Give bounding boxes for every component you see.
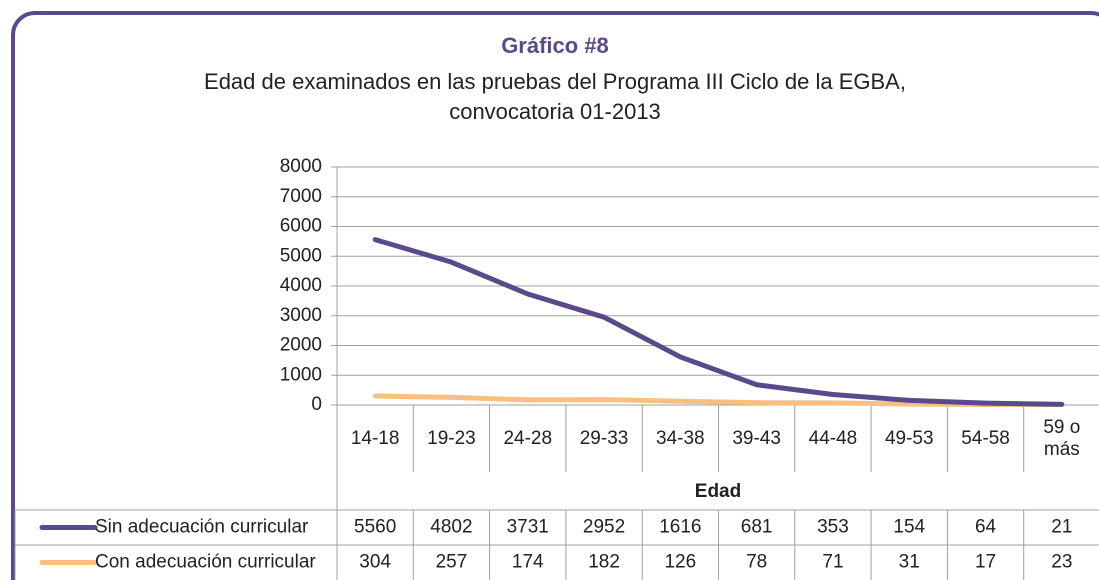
x-tick-label-box: 59 o más xyxy=(1043,416,1081,460)
series-line xyxy=(372,393,1065,407)
table-value: 257 xyxy=(436,552,468,573)
y-tick-label: 5000 xyxy=(280,245,322,266)
x-tick-label: 54-58 xyxy=(961,427,1010,449)
table-value: 174 xyxy=(512,552,544,573)
y-tick-label: 8000 xyxy=(280,156,322,177)
x-tick-label: 19-23 xyxy=(427,427,476,449)
table-value: 4802 xyxy=(430,517,472,538)
table-value: 126 xyxy=(664,552,696,573)
table-value: 2952 xyxy=(583,517,625,538)
x-tick-label: 59 o más xyxy=(1043,416,1081,460)
x-tick-label: 49-53 xyxy=(884,427,934,449)
table-value: 681 xyxy=(741,517,773,538)
x-tick-label: 14-18 xyxy=(350,427,400,449)
y-tick-label: 2000 xyxy=(280,335,322,356)
x-tick-label: 44-48 xyxy=(808,427,858,449)
chart-subtitle: convocatoria 01-2013 xyxy=(449,99,661,124)
table-value: 1616 xyxy=(659,517,701,538)
x-tick-label-box: 34-38 xyxy=(656,427,705,449)
table-value: 64 xyxy=(975,517,997,538)
x-tick-label: 29-33 xyxy=(579,427,629,449)
table-value: 154 xyxy=(893,517,925,538)
y-tick-label: 1000 xyxy=(280,364,322,385)
x-tick-label-box: 39-43 xyxy=(732,427,781,449)
frame xyxy=(11,11,1099,580)
x-tick-label-box: 19-23 xyxy=(427,427,476,449)
table-value: 78 xyxy=(746,552,767,573)
table-value: 182 xyxy=(588,552,620,573)
y-tick-label: 7000 xyxy=(280,186,322,207)
x-tick-label-box: 29-33 xyxy=(579,427,629,449)
legend-label: Sin adecuación curricular xyxy=(95,517,309,538)
legend-label: Con adecuación curricular xyxy=(95,552,316,573)
x-tick-label-box: 54-58 xyxy=(961,427,1010,449)
table-value: 17 xyxy=(975,552,996,573)
x-tick-label: 24-28 xyxy=(503,427,553,449)
x-tick-label-box: 44-48 xyxy=(808,427,858,449)
x-tick-label-box: 49-53 xyxy=(884,427,934,449)
chart-subtitle: Edad de examinados en las pruebas del Pr… xyxy=(204,69,906,94)
x-axis-title: Edad xyxy=(695,481,741,502)
table-value: 3731 xyxy=(507,517,549,538)
table-value: 71 xyxy=(822,552,843,573)
table-value: 353 xyxy=(817,517,849,538)
table-value: 5560 xyxy=(354,517,396,538)
table-value: 23 xyxy=(1051,552,1072,573)
x-tick-label-box: 24-28 xyxy=(503,427,553,449)
chart-title: Gráfico #8 xyxy=(501,33,609,58)
table-value: 31 xyxy=(899,552,920,573)
y-tick-label: 6000 xyxy=(280,216,322,237)
series-line xyxy=(372,237,1065,407)
table-value: 304 xyxy=(359,552,391,573)
y-tick-label: 0 xyxy=(311,394,322,415)
y-tick-label: 4000 xyxy=(280,275,322,296)
table-value: 21 xyxy=(1051,517,1072,538)
y-tick-label: 3000 xyxy=(280,305,322,326)
x-tick-label-box: 14-18 xyxy=(350,427,400,449)
x-tick-label: 34-38 xyxy=(656,427,705,449)
x-tick-label: 39-43 xyxy=(732,427,781,449)
